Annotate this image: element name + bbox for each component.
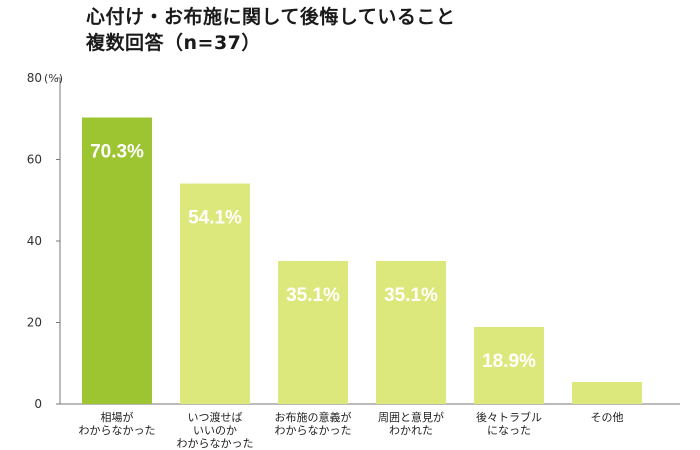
x-tick-label: その他 <box>591 411 624 424</box>
x-tick-label-line: わからなかった <box>79 424 156 437</box>
x-tick-label-line: いつ渡せば <box>188 410 243 424</box>
y-axis-unit: (%) <box>44 72 63 85</box>
y-tick-label: 20 <box>27 316 42 330</box>
x-tick-label-line: その他 <box>591 411 624 424</box>
data-label: 54.1% <box>188 208 242 229</box>
y-tick-label: 80 <box>27 71 42 85</box>
x-tick-label: 周囲と意見がわかれた <box>378 410 444 437</box>
chart-title-line2: 複数回答（n=37） <box>86 32 261 54</box>
chart-title-line1: 心付け・お布施に関して後悔していること <box>86 6 456 28</box>
x-tick-label: 後々トラブルになった <box>476 410 542 437</box>
x-tick-label-line: 後々トラブル <box>476 410 542 424</box>
x-tick-label: お布施の意義がわからなかった <box>275 410 352 437</box>
data-label: 35.1% <box>286 285 340 306</box>
x-tick-label-line: 周囲と意見が <box>378 410 444 424</box>
x-tick-label-line: お布施の意義が <box>275 410 352 424</box>
bar <box>474 326 544 404</box>
data-label: 35.1% <box>384 285 438 306</box>
data-label: 5.4% <box>585 406 628 427</box>
data-label: 70.3% <box>90 142 144 163</box>
bar <box>82 117 152 404</box>
x-tick-label: いつ渡せばいいのかわからなかった <box>177 410 254 450</box>
bar <box>180 183 250 404</box>
x-tick-label-line: わからなかった <box>177 437 254 450</box>
x-tick-label-line: になった <box>487 424 531 437</box>
bar <box>278 260 348 404</box>
x-tick-label-line: いいのか <box>193 424 237 437</box>
y-tick-label: 40 <box>27 234 42 248</box>
chart-title: 心付け・お布施に関して後悔していること 複数回答（n=37） <box>86 4 455 56</box>
y-tick-label: 60 <box>27 153 42 167</box>
bar <box>572 381 642 404</box>
x-tick-label-line: わからなかった <box>275 424 352 437</box>
x-tick-label: 相場がわからなかった <box>79 410 156 437</box>
x-tick-label-line: わかれた <box>389 424 433 437</box>
bar <box>376 260 446 404</box>
data-label: 18.9% <box>482 351 536 372</box>
x-tick-label-line: 相場が <box>101 410 134 424</box>
y-tick-label: 0 <box>34 397 42 411</box>
